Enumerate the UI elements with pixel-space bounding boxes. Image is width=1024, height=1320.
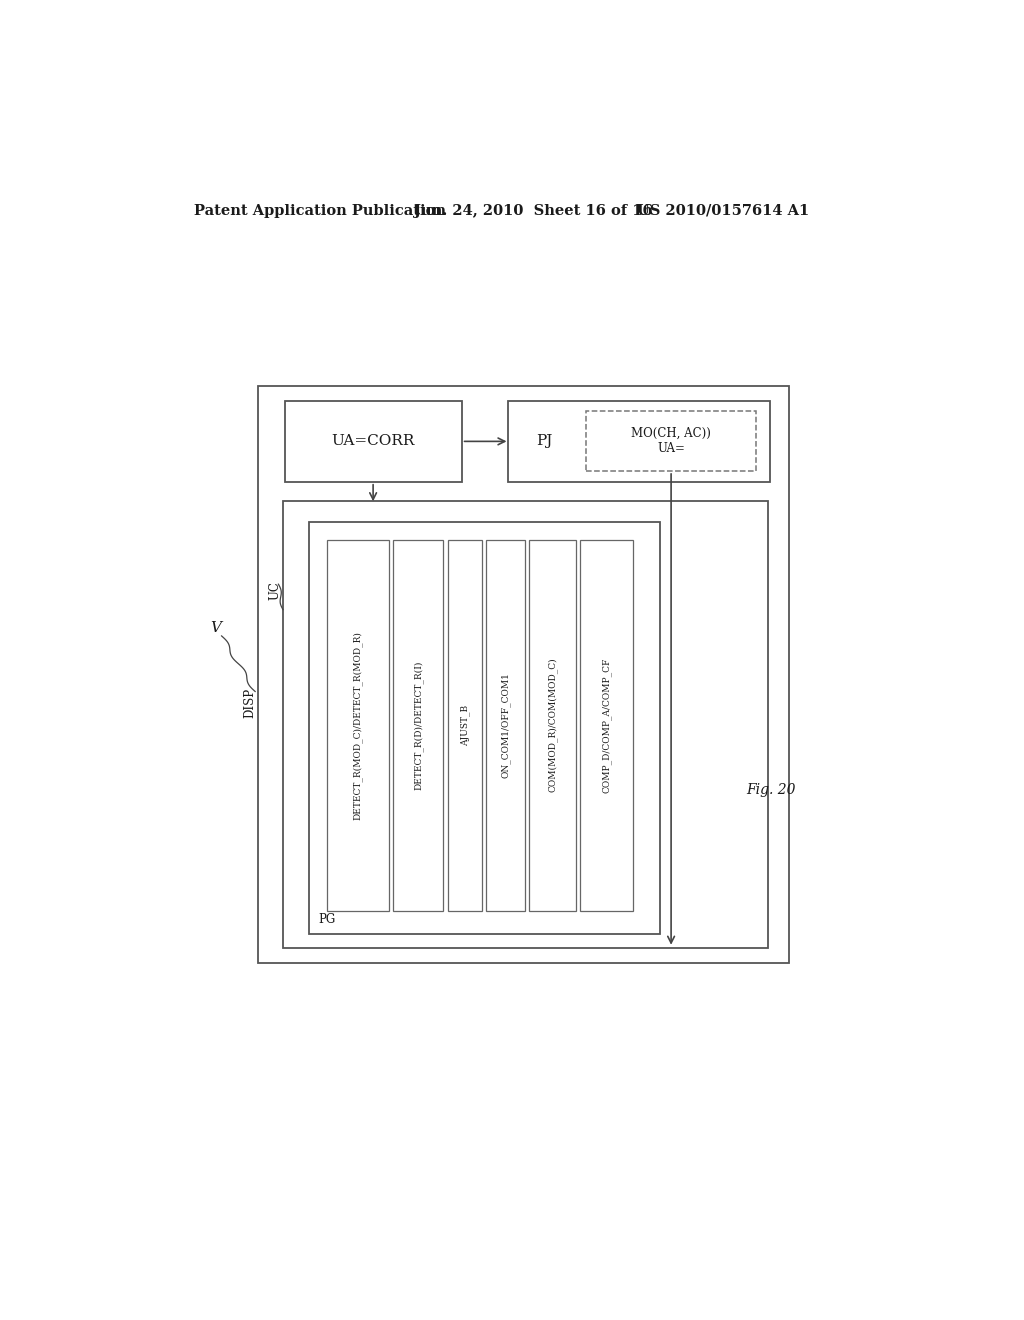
Bar: [447, 540, 481, 911]
Text: MO(CH, AC)): MO(CH, AC)): [631, 426, 711, 440]
Bar: [508, 401, 770, 482]
Text: UC: UC: [268, 581, 282, 599]
Text: ON_COM1/OFF_COM1: ON_COM1/OFF_COM1: [501, 672, 510, 777]
Bar: [393, 540, 443, 911]
Text: COM(MOD_R)/COM(MOD_C): COM(MOD_R)/COM(MOD_C): [548, 657, 557, 792]
Bar: [309, 521, 659, 933]
Text: Fig. 20: Fig. 20: [746, 783, 796, 797]
Text: Patent Application Publication: Patent Application Publication: [194, 203, 445, 218]
Text: DETECT_R(D)/DETECT_R(I): DETECT_R(D)/DETECT_R(I): [414, 660, 423, 789]
Bar: [587, 411, 756, 471]
Text: US 2010/0157614 A1: US 2010/0157614 A1: [637, 203, 809, 218]
Text: AJUST_B: AJUST_B: [460, 705, 470, 746]
Bar: [486, 540, 524, 911]
Text: COMP_D/COMP_A/COMP_CF: COMP_D/COMP_A/COMP_CF: [601, 657, 611, 793]
Bar: [258, 385, 788, 964]
Text: PJ: PJ: [537, 434, 553, 449]
Text: UA=CORR: UA=CORR: [332, 434, 415, 449]
Text: DISP: DISP: [243, 688, 256, 718]
Bar: [529, 540, 575, 911]
Bar: [285, 401, 462, 482]
Text: UA=: UA=: [657, 442, 685, 455]
Bar: [581, 540, 633, 911]
Bar: [327, 540, 388, 911]
Text: V: V: [210, 622, 221, 635]
Text: Jun. 24, 2010  Sheet 16 of 16: Jun. 24, 2010 Sheet 16 of 16: [414, 203, 652, 218]
Bar: [283, 502, 768, 948]
Text: DETECT_R(MOD_C)/DETECT_R(MOD_R): DETECT_R(MOD_C)/DETECT_R(MOD_R): [353, 631, 362, 820]
Text: PG: PG: [318, 913, 336, 927]
